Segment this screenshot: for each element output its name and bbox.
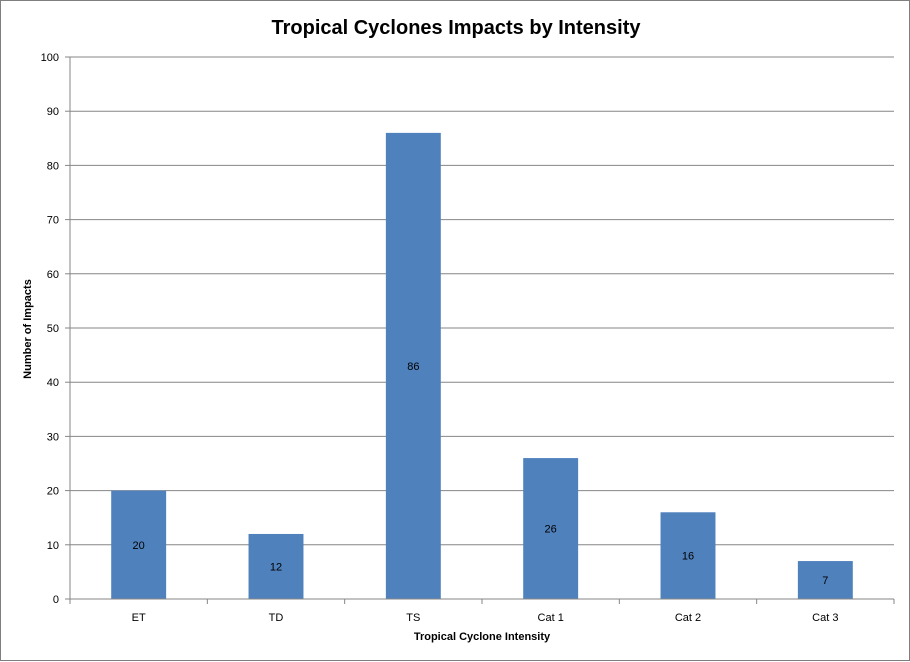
y-axis-ticks: 0 10 20 30 40 50 60 70 80 90 100 (41, 52, 70, 606)
y-tick-label: 70 (47, 215, 59, 227)
bar (660, 512, 716, 599)
grid-layer (70, 56, 894, 546)
y-tick-label: 20 (47, 486, 59, 498)
y-tick-label: 50 (47, 323, 59, 335)
y-tick-label: 30 (47, 431, 59, 443)
bar-data-label: 12 (270, 561, 282, 573)
axes-layer (69, 57, 894, 600)
x-tick-label: Cat 2 (675, 612, 701, 624)
bar-data-label: 7 (822, 575, 828, 587)
y-tick-label: 10 (47, 540, 59, 552)
x-tick-label: Cat 1 (538, 612, 564, 624)
data-labels-layer: 20 12 86 26 16 7 (133, 361, 829, 587)
bar-data-label: 16 (682, 551, 694, 563)
y-tick-label: 100 (41, 52, 59, 64)
y-tick-label: 90 (47, 106, 59, 118)
x-tick-label: TD (269, 612, 284, 624)
bar-data-label: 86 (407, 361, 419, 373)
y-tick-label: 60 (47, 269, 59, 281)
bar (248, 533, 304, 599)
y-tick-label: 40 (47, 377, 59, 389)
bars-layer (111, 132, 853, 599)
bar (523, 458, 579, 599)
y-tick-label: 0 (53, 594, 59, 606)
x-axis-title: Tropical Cyclone Intensity (414, 631, 551, 643)
bar-data-label: 26 (545, 524, 557, 536)
chart-title: Tropical Cyclones Impacts by Intensity (271, 17, 641, 39)
bar-data-label: 20 (133, 540, 145, 552)
x-tick-label: TS (406, 612, 420, 624)
y-axis-title: Number of Impacts (22, 279, 34, 379)
bar (797, 561, 853, 599)
x-tick-label: ET (132, 612, 146, 624)
bar (385, 132, 441, 599)
x-axis-ticks: ET TD TS Cat 1 Cat 2 Cat 3 (69, 599, 895, 624)
bar (111, 490, 167, 599)
x-tick-label: Cat 3 (812, 612, 838, 624)
y-tick-label: 80 (47, 160, 59, 172)
